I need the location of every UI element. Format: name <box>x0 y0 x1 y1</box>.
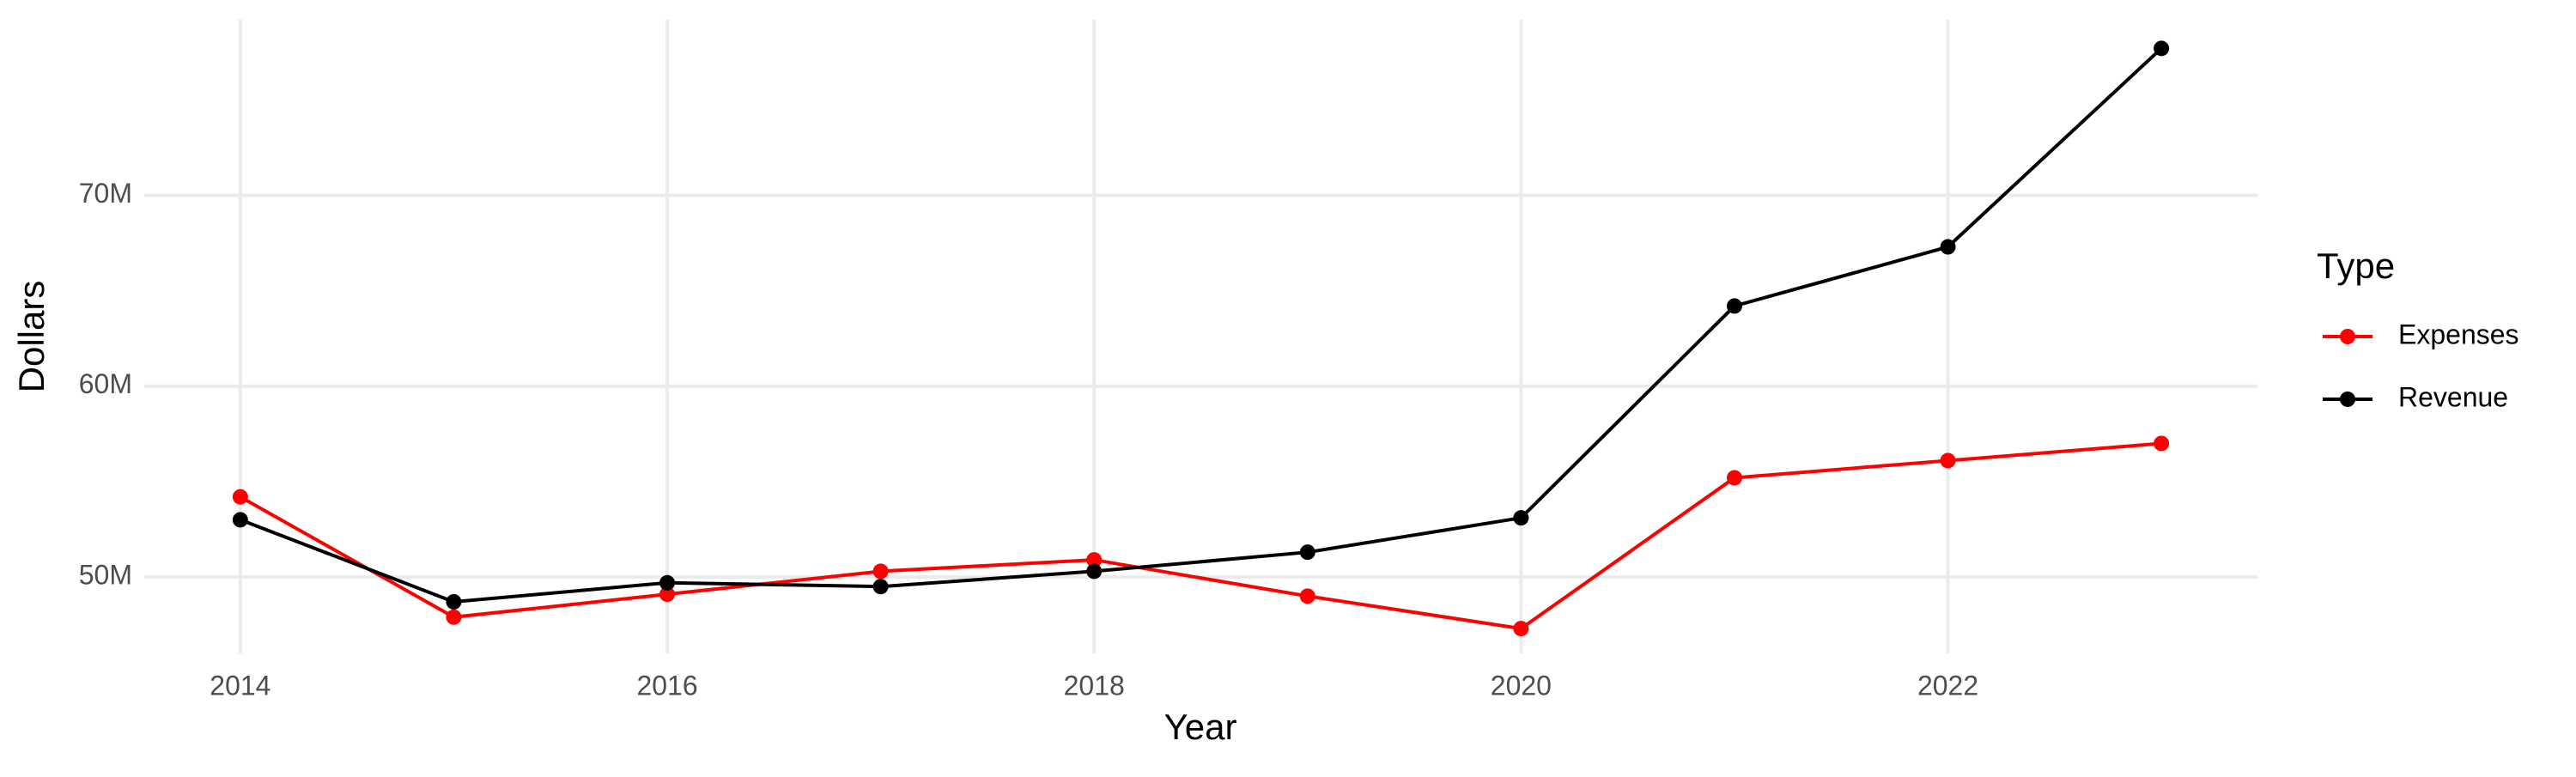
x-tick-label: 2022 <box>1917 670 1978 701</box>
data-point <box>1513 510 1529 526</box>
data-point <box>1299 588 1315 604</box>
x-tick-label: 2018 <box>1064 670 1125 701</box>
data-point <box>1086 563 1103 580</box>
data-point <box>446 609 462 625</box>
x-tick-label: 2020 <box>1491 670 1552 701</box>
legend-label: Expenses <box>2398 319 2519 349</box>
y-axis-title: Dollars <box>11 281 52 393</box>
series-line <box>240 46 2163 604</box>
grid <box>144 20 2257 653</box>
x-axis-title: Year <box>1164 707 1237 747</box>
data-point <box>659 586 676 603</box>
legend-title: Type <box>2317 246 2395 286</box>
y-tick-label: 60M <box>79 368 132 399</box>
data-point <box>1940 452 1956 469</box>
series-line <box>239 441 2162 631</box>
legend-marker <box>2340 392 2355 407</box>
data-point <box>1513 621 1529 637</box>
legend-label: Revenue <box>2398 381 2508 412</box>
data-point <box>1726 298 1742 314</box>
data-point <box>232 512 248 528</box>
data-point <box>232 489 248 505</box>
y-tick-label: 70M <box>79 178 132 209</box>
x-tick-label: 2016 <box>636 670 697 701</box>
data-point <box>872 579 889 595</box>
data-point <box>1299 544 1315 561</box>
data-point <box>1086 552 1103 568</box>
data-point <box>872 563 889 580</box>
data-point <box>2154 40 2170 57</box>
data-point <box>2154 435 2170 452</box>
data-point <box>1940 239 1956 255</box>
y-tick-label: 50M <box>79 560 132 591</box>
data-point <box>446 593 462 610</box>
data-point <box>1726 470 1742 486</box>
x-tick-label: 2014 <box>210 670 270 701</box>
legend-marker <box>2340 329 2355 344</box>
data-point <box>659 574 676 591</box>
